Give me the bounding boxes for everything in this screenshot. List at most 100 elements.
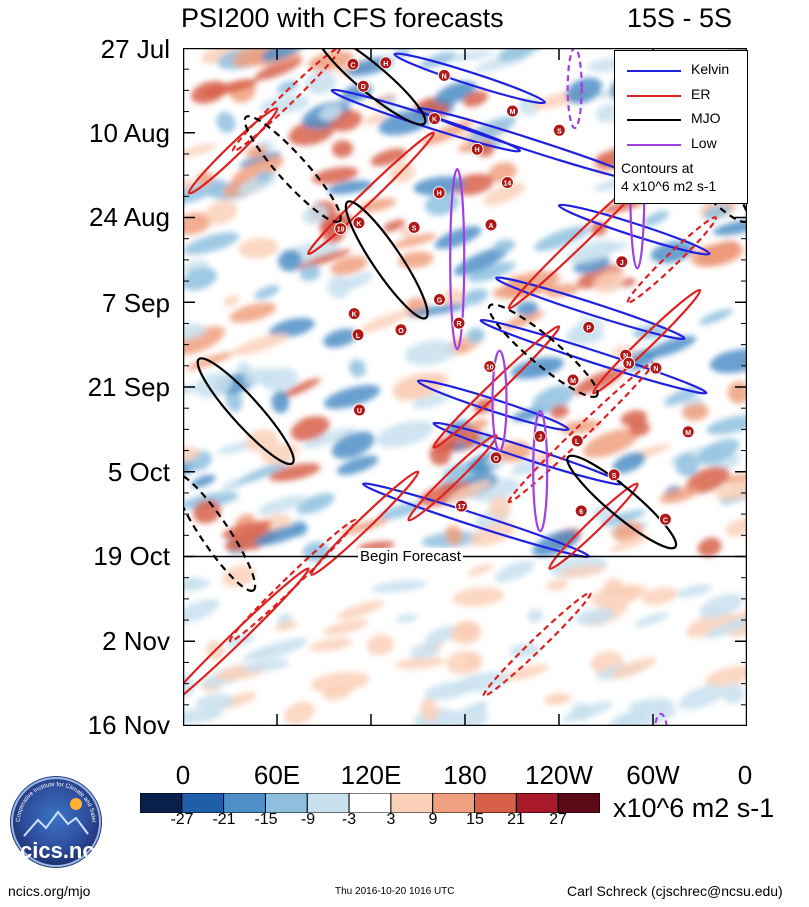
low-contour	[532, 410, 549, 533]
anomaly-patch	[433, 437, 457, 454]
anomaly-patch	[309, 637, 353, 652]
storm-marker	[352, 216, 366, 230]
anomaly-patch	[363, 112, 386, 126]
logo-text: cics.nc	[20, 838, 95, 863]
y-tick-label: 2 Nov	[102, 626, 170, 656]
anomaly-patch	[310, 671, 370, 693]
anomaly-patch	[221, 520, 273, 539]
storm-marker	[437, 68, 451, 82]
anomaly-patch	[709, 349, 747, 374]
anomaly-patch	[453, 247, 508, 276]
storm-marker	[347, 307, 361, 321]
anomaly-patch	[245, 429, 279, 453]
storm-marker	[570, 434, 584, 448]
footer-left[interactable]: ncics.org/mjo	[8, 883, 91, 899]
anomaly-patch	[302, 205, 329, 225]
colorbar-swatch	[390, 793, 434, 813]
anomaly-patch	[341, 518, 389, 535]
anomaly-patch	[183, 708, 223, 724]
y-tick-label: 7 Sep	[102, 288, 170, 318]
storm-marker-label: O	[398, 328, 404, 335]
anomaly-patch	[572, 331, 605, 345]
storm-marker-label: 10	[486, 365, 494, 372]
anomaly-patch	[562, 701, 614, 722]
anomaly-patch	[583, 428, 639, 458]
x-tick-label: 0	[737, 760, 753, 790]
footer-author: Carl Schreck (cjschrec@ncsu.edu)	[567, 883, 783, 899]
mjo-contour	[566, 454, 678, 550]
storm-marker	[433, 293, 446, 306]
colorbar-label: -15	[254, 811, 278, 828]
storm-marker-label: K	[352, 312, 357, 319]
er-contour	[548, 482, 639, 570]
er-swatch	[627, 95, 681, 97]
anomaly-patch	[232, 333, 289, 356]
storm-marker-label: C	[663, 517, 668, 524]
anomaly-patch	[331, 140, 354, 158]
anomaly-patch	[336, 455, 379, 476]
anomaly-patch	[532, 529, 580, 557]
storm-marker-label: D	[361, 84, 366, 91]
anomaly-patch	[698, 593, 744, 619]
x-tick-label: 60W	[626, 760, 680, 790]
storm-marker-label: M	[685, 430, 691, 437]
mjo-contour	[487, 303, 599, 399]
anomaly-patch	[543, 693, 569, 705]
colorbar-swatch	[515, 793, 559, 813]
anomaly-patch	[705, 665, 747, 688]
anomaly-patch	[469, 521, 516, 547]
anomaly-patch	[371, 579, 428, 593]
storm-marker-label: G	[437, 298, 443, 305]
anomaly-patch	[251, 637, 308, 661]
anomaly-patch	[283, 701, 315, 725]
anomaly-patch	[243, 659, 290, 672]
anomaly-patch	[183, 267, 218, 291]
anomaly-patch	[323, 384, 381, 409]
anomaly-patch	[697, 537, 722, 557]
anomaly-patch	[254, 285, 280, 300]
anomaly-patch	[183, 326, 225, 355]
anomaly-patch	[271, 390, 290, 414]
anomaly-patch	[338, 271, 374, 291]
legend: Kelvin ER MJO Low Contours at 4 x10^6 m2…	[614, 50, 748, 204]
storm-marker	[533, 429, 547, 443]
colorbar-label: -21	[212, 811, 236, 828]
anomaly-patch	[573, 368, 624, 395]
anomaly-patch	[559, 565, 606, 578]
anomaly-patch	[327, 180, 373, 195]
anomaly-patch	[393, 372, 449, 401]
anomaly-patch	[612, 452, 646, 474]
anomaly-patch	[183, 179, 226, 205]
legend-label: Kelvin	[691, 61, 730, 77]
anomaly-patch	[620, 410, 648, 427]
kelvin-contour	[416, 379, 570, 432]
anomaly-patch	[675, 453, 700, 477]
anomaly-patch	[494, 560, 535, 583]
anomaly-patch	[323, 619, 369, 636]
anomaly-patch	[545, 579, 569, 591]
er-contour	[307, 131, 435, 256]
anomaly-patch	[336, 600, 385, 620]
colorbar-swatch	[181, 793, 225, 813]
storm-marker	[649, 361, 663, 375]
anomaly-patch	[419, 51, 456, 69]
low-contour	[491, 349, 508, 452]
legend-label: Low	[691, 135, 717, 151]
storm-marker	[352, 403, 366, 417]
mjo-contour	[344, 200, 429, 320]
anomaly-patch	[245, 145, 268, 158]
anomaly-patch	[261, 48, 307, 62]
anomaly-patch	[502, 311, 545, 330]
mjo-contour	[243, 115, 342, 224]
storm-marker	[346, 57, 360, 71]
storm-marker-label: J	[620, 260, 624, 267]
anomaly-patch	[257, 495, 307, 515]
storm-marker	[379, 56, 393, 70]
colorbar-label: 21	[507, 811, 525, 828]
anomaly-patch	[610, 534, 651, 552]
storm-marker-label: N	[442, 73, 447, 80]
storm-marker-label: N	[623, 353, 628, 360]
storm-marker-label: 19	[337, 227, 345, 234]
anomaly-patch	[366, 634, 395, 656]
anomaly-patch	[641, 587, 678, 605]
